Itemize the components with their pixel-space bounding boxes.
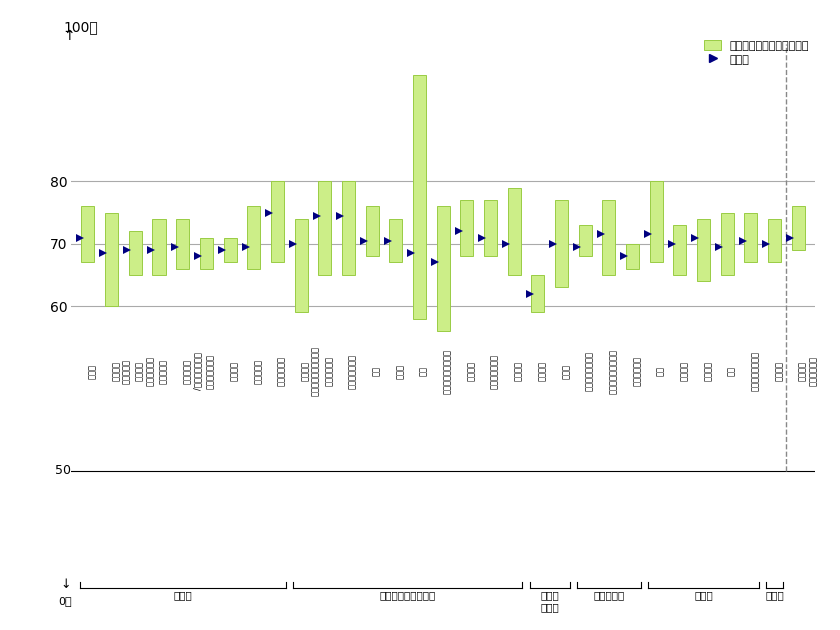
Bar xyxy=(270,181,284,263)
Bar xyxy=(318,181,331,275)
Bar xyxy=(602,200,616,275)
Text: 通信・
物流系: 通信・ 物流系 xyxy=(540,590,559,612)
Text: 金融系: 金融系 xyxy=(694,590,713,600)
Bar xyxy=(153,219,165,275)
Text: 飲食: 飲食 xyxy=(372,366,381,376)
Bar xyxy=(365,206,379,256)
Text: ↑: ↑ xyxy=(63,29,75,43)
Bar xyxy=(129,231,142,275)
Text: 旅行: 旅行 xyxy=(419,366,428,376)
Bar xyxy=(413,76,426,319)
Bar xyxy=(223,238,237,263)
Text: ↓: ↓ xyxy=(61,578,71,590)
Bar xyxy=(437,206,449,331)
Bar xyxy=(460,200,473,256)
Text: ドラッグストア: ドラッグストア xyxy=(207,353,215,389)
Text: 事務機器: 事務機器 xyxy=(774,361,784,381)
Text: 教育サービス: 教育サービス xyxy=(633,356,642,386)
Text: 生命保険: 生命保険 xyxy=(680,361,689,381)
Bar xyxy=(176,219,189,269)
Text: 宅配便: 宅配便 xyxy=(561,364,570,379)
Bar xyxy=(744,212,758,263)
Text: 50: 50 xyxy=(55,464,71,477)
Text: フィットネスクラブ: フィットネスクラブ xyxy=(609,348,618,394)
Text: 衣料品店: 衣料品店 xyxy=(230,361,239,381)
Bar xyxy=(295,219,307,312)
Text: 国内長距離交通: 国内長距離交通 xyxy=(491,353,500,389)
Bar xyxy=(484,200,497,256)
Bar xyxy=(389,219,402,263)
Bar xyxy=(105,212,118,306)
Text: 携帯電話: 携帯電話 xyxy=(538,361,547,381)
Bar xyxy=(721,212,733,275)
Bar xyxy=(649,181,663,263)
Text: エンタテインメント: エンタテインメント xyxy=(444,348,452,394)
Text: 国際航空: 国際航空 xyxy=(467,361,475,381)
Text: シティホテル: シティホテル xyxy=(325,356,333,386)
Legend: 最高点から最低点までの幅, 中央値: 最高点から最低点までの幅, 中央値 xyxy=(704,40,809,65)
Text: 観光・飲食・交通系: 観光・飲食・交通系 xyxy=(380,590,436,600)
Text: 生活関連サービス: 生活関連サービス xyxy=(585,351,594,391)
Bar xyxy=(792,206,805,250)
Bar xyxy=(342,181,355,275)
Text: 電力小売
（特別調査）: 電力小売 （特別調査） xyxy=(798,356,817,386)
Text: 生活支援系: 生活支援系 xyxy=(593,590,624,600)
Bar xyxy=(626,244,639,269)
Text: 各種専門店: 各種専門店 xyxy=(254,358,263,384)
Text: コンビニ
エンスストア: コンビニ エンスストア xyxy=(135,356,155,386)
Bar xyxy=(200,238,213,269)
Text: 生活用品店
/ホームセンター: 生活用品店 /ホームセンター xyxy=(182,352,202,390)
Text: 通信販売
サービスステーション: 通信販売 サービスステーション xyxy=(301,346,320,396)
Text: 百貨店: 百貨店 xyxy=(88,364,97,379)
Text: その他: その他 xyxy=(765,590,784,600)
Text: 自動車販売店: 自動車販売店 xyxy=(277,356,286,386)
Bar xyxy=(247,206,260,269)
Text: クレジットカード: クレジットカード xyxy=(751,351,760,391)
Bar xyxy=(579,225,591,256)
Bar xyxy=(674,225,686,275)
Bar xyxy=(81,206,94,263)
Text: 小売系: 小売系 xyxy=(173,590,192,600)
Text: カフェ: カフェ xyxy=(396,364,405,379)
Bar xyxy=(697,219,710,281)
Text: 証券: 証券 xyxy=(727,366,736,376)
Text: スーパー
マーケット: スーパー マーケット xyxy=(112,358,131,384)
Text: 100点: 100点 xyxy=(63,21,97,35)
Bar xyxy=(531,275,544,312)
Text: 損害保険: 損害保険 xyxy=(704,361,712,381)
Text: 銀行: 銀行 xyxy=(656,366,665,376)
Text: 0点: 0点 xyxy=(58,596,71,606)
Text: 家電量販店: 家電量販店 xyxy=(159,358,168,384)
Bar xyxy=(555,200,568,287)
Text: ビジネスホテル: ビジネスホテル xyxy=(349,353,357,389)
Bar xyxy=(768,219,781,263)
Bar xyxy=(507,188,521,275)
Text: 近郊鉄道: 近郊鉄道 xyxy=(514,361,523,381)
